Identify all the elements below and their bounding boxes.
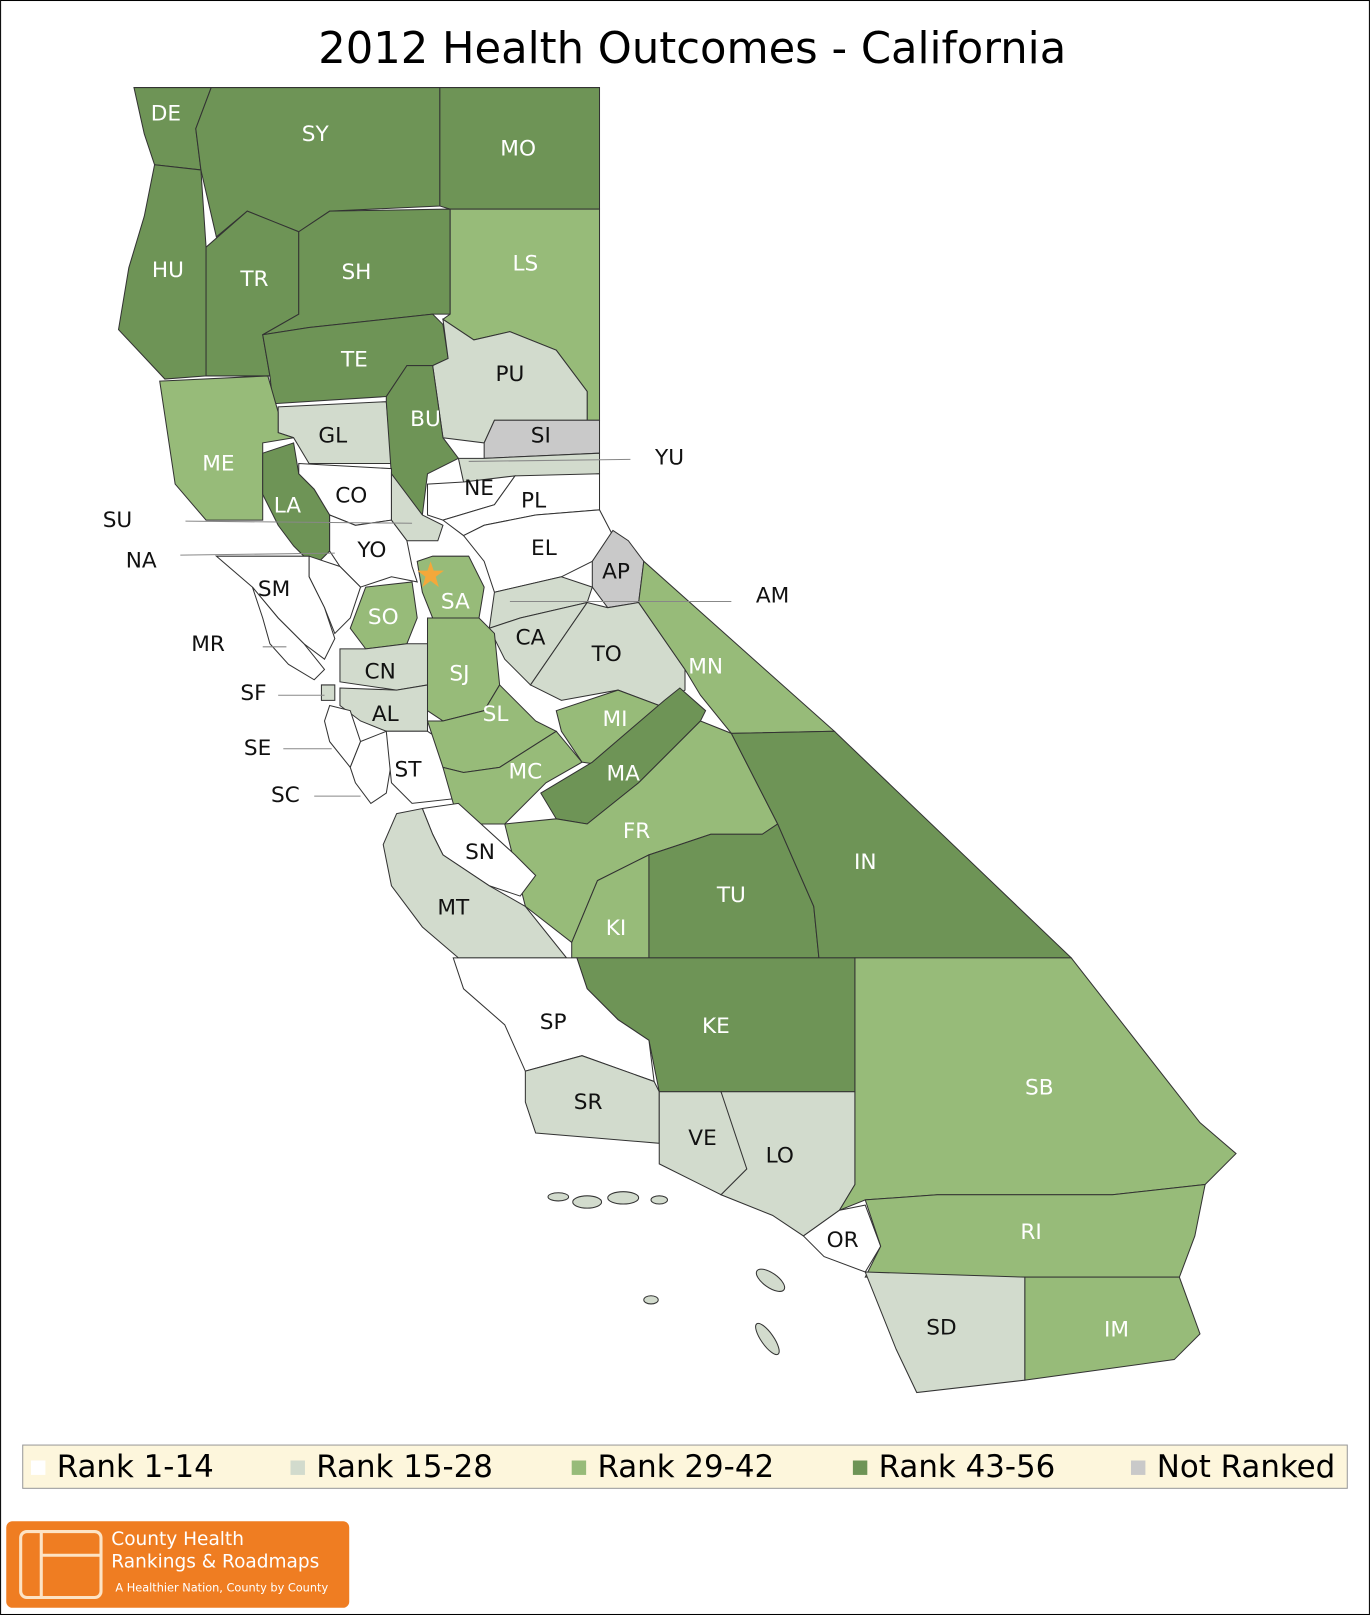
county-label: SM [258, 577, 290, 602]
leader-line [468, 458, 631, 462]
county-label: GL [318, 424, 347, 449]
county-label: SJ [449, 662, 469, 687]
county [349, 730, 392, 805]
county-label: PL [521, 489, 546, 514]
logo-line2: Rankings & Roadmaps [111, 1552, 319, 1573]
county-label: YU [654, 445, 684, 470]
county-label: SU [103, 508, 133, 533]
county-label: SI [531, 424, 551, 449]
county-labels: DE SY MO HU TR SH LS TE PU GL BU SI YU NE PL EL AP AM CA TO… [103, 101, 1129, 1342]
county-label: AP [602, 560, 630, 585]
islands [547, 1191, 786, 1356]
logo-line1: County Health [111, 1529, 244, 1550]
county [864, 1271, 1026, 1394]
county-label: NA [126, 548, 157, 573]
county [1024, 1276, 1201, 1381]
county-label: RI [1020, 1220, 1041, 1245]
county-label: ME [202, 452, 234, 477]
county-label: SL [483, 702, 509, 727]
county-label: PU [495, 362, 524, 387]
leader-lines [180, 458, 732, 797]
county-label: KI [606, 916, 627, 941]
legend-swatch [1130, 1460, 1146, 1475]
county-label: MC [508, 759, 542, 784]
county-label: IM [1104, 1318, 1129, 1343]
county-label: AM [756, 583, 789, 608]
county-label: FR [623, 819, 650, 844]
county-label: MR [191, 632, 225, 657]
legend-label: Rank 15-28 [316, 1449, 493, 1485]
counties [117, 87, 1237, 1394]
county [329, 514, 418, 588]
county [117, 164, 207, 380]
county-label: MN [688, 654, 723, 679]
county-label: YO [356, 538, 386, 563]
county-label: OR [827, 1228, 859, 1253]
legend-label: Rank 43-56 [879, 1449, 1056, 1485]
county-label: ST [394, 757, 422, 782]
county-label: DE [151, 101, 181, 126]
county-label: MA [606, 762, 640, 787]
county-label: BU [410, 407, 441, 432]
county-label: SR [574, 1090, 603, 1115]
legend-swatch [290, 1460, 305, 1475]
county-label: CA [516, 626, 546, 651]
county-label: VE [688, 1126, 716, 1151]
county-label: SD [926, 1316, 956, 1341]
county-label: TU [716, 883, 746, 908]
legend-label: Rank 29-42 [597, 1449, 774, 1485]
county-label: TR [239, 267, 268, 292]
county-label: SN [465, 840, 495, 865]
logo-box [6, 1521, 350, 1608]
capital-star [417, 561, 444, 588]
county [382, 807, 568, 959]
county-label: LA [274, 494, 302, 519]
county [864, 1183, 1206, 1278]
county-label: SE [244, 736, 271, 761]
county [251, 586, 326, 681]
county-label: TE [340, 347, 368, 372]
county-label: SO [368, 605, 399, 630]
county-label: NE [464, 476, 494, 501]
county-label: IN [854, 850, 877, 875]
county-label: LS [512, 252, 538, 277]
logo-tagline: A Healthier Nation, County by County [115, 1580, 328, 1594]
legend [22, 1444, 1348, 1489]
leader-line [185, 520, 413, 524]
county-label: MT [437, 895, 470, 920]
county-label: LO [766, 1144, 794, 1169]
county-label: SB [1025, 1076, 1054, 1101]
legend-swatch [571, 1460, 587, 1475]
legend-swatch [852, 1460, 868, 1475]
county-label: SP [540, 1010, 567, 1035]
county-label: KE [702, 1014, 730, 1039]
county-label: AL [372, 702, 399, 727]
legend-swatch [30, 1460, 46, 1475]
county-label: MO [500, 136, 536, 161]
legend-label: Rank 1-14 [57, 1449, 214, 1485]
county [385, 365, 460, 517]
county-label: HU [152, 258, 184, 283]
county-label: CO [335, 483, 367, 508]
county-label: SY [302, 122, 330, 147]
county-label: MI [602, 707, 627, 732]
logo: County Health Rankings & Roadmaps A Heal… [6, 1521, 350, 1608]
county-label: CN [364, 660, 395, 685]
logo-icon [19, 1530, 103, 1600]
county-label: TO [591, 642, 622, 667]
county-label: EL [531, 536, 557, 561]
county-label: SH [341, 260, 371, 285]
county-label: SA [441, 590, 470, 615]
county-label: SC [271, 783, 300, 808]
county-label: SF [240, 681, 266, 706]
legend-label: Not Ranked [1157, 1449, 1336, 1485]
county [159, 375, 294, 521]
leader-line [180, 552, 335, 556]
legend-items: Rank 1-14 Rank 15-28 Rank 29-42 Rank 43-56 N… [30, 1449, 1336, 1485]
county [320, 684, 336, 701]
map-title: 2012 Health Outcomes - California [318, 24, 1066, 74]
